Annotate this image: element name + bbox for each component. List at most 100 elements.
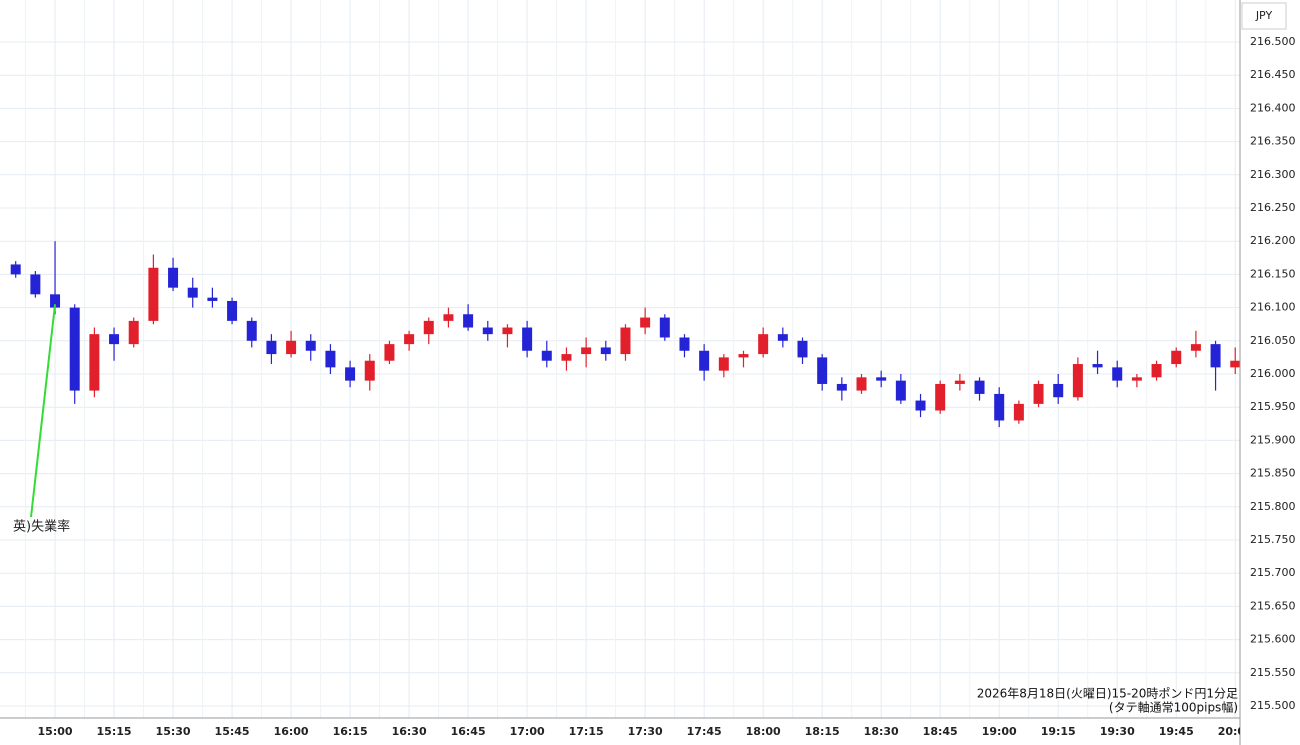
y-tick-label: 215.500	[1250, 699, 1296, 712]
y-tick-label: 216.100	[1250, 301, 1296, 314]
candle-body	[541, 350, 552, 361]
candle-body	[1033, 383, 1044, 404]
x-tick-label: 17:45	[687, 725, 722, 738]
candle-body	[994, 393, 1005, 421]
candle-body	[187, 287, 198, 298]
candle-body	[954, 380, 965, 384]
y-tick-label: 216.200	[1250, 234, 1296, 247]
candle-body	[50, 294, 61, 308]
candle-body	[1230, 360, 1240, 368]
unit-box	[1241, 2, 1287, 30]
candle-body	[758, 334, 769, 355]
candle-body	[1131, 377, 1142, 381]
annotation: 英)失業率	[13, 519, 70, 535]
grid	[0, 0, 1240, 718]
x-tick-label: 19:15	[1041, 725, 1076, 738]
candle-body	[345, 367, 356, 381]
candle-body	[738, 354, 749, 358]
x-tick-label: 19:00	[982, 725, 1017, 738]
candle-body	[10, 264, 21, 275]
candle-body	[423, 320, 434, 335]
candle-body	[836, 383, 847, 391]
x-tick-label: 16:00	[274, 725, 309, 738]
candle-body	[1190, 344, 1201, 351]
y-tick-label: 215.850	[1250, 467, 1296, 480]
candle-body	[1013, 403, 1024, 421]
candle-body	[620, 327, 631, 355]
y-tick-label: 215.750	[1250, 533, 1296, 546]
y-tick-label: 216.350	[1250, 135, 1296, 148]
candle-body	[482, 327, 493, 335]
x-tick-label: 19:45	[1159, 725, 1194, 738]
y-tick-label: 216.400	[1250, 101, 1296, 114]
x-tick-label: 18:30	[864, 725, 899, 738]
candle-body	[404, 334, 415, 345]
axis-unit: JPY	[1255, 9, 1273, 22]
candle-body	[659, 317, 670, 338]
candle-body	[1092, 364, 1103, 368]
candle-body	[128, 320, 139, 345]
x-tick-label: 16:15	[333, 725, 368, 738]
y-tick-label: 216.450	[1250, 68, 1296, 81]
candle-body	[1072, 364, 1083, 398]
candle-body	[30, 274, 41, 295]
candle-body	[699, 350, 710, 371]
x-tick-label: 18:45	[923, 725, 958, 738]
x-tick-label: 17:15	[569, 725, 604, 738]
candle-body	[1053, 383, 1064, 398]
x-tick-label: 20:00	[1218, 725, 1253, 738]
y-tick-label: 215.550	[1250, 666, 1296, 679]
candle-body	[246, 320, 257, 341]
candle-body	[974, 380, 985, 394]
x-tick-label: 16:45	[451, 725, 486, 738]
x-tick-label: 16:30	[392, 725, 427, 738]
candle-body	[89, 334, 100, 391]
candle-body	[777, 334, 788, 341]
candle-body	[935, 383, 946, 411]
candle-body	[600, 347, 611, 355]
x-tick-label: 15:30	[156, 725, 191, 738]
candle-body	[895, 380, 906, 401]
candle-body	[1151, 364, 1162, 378]
y-tick-label: 216.300	[1250, 168, 1296, 181]
y-tick-label: 215.800	[1250, 500, 1296, 513]
y-tick-label: 215.700	[1250, 566, 1296, 579]
y-tick-label: 215.900	[1250, 433, 1296, 446]
candle-body	[286, 340, 297, 355]
candle-body	[561, 354, 572, 361]
y-tick-label: 216.500	[1250, 35, 1296, 48]
y-tick-label: 215.600	[1250, 633, 1296, 646]
y-tick-label: 215.950	[1250, 400, 1296, 413]
x-tick-label: 17:30	[628, 725, 663, 738]
candle-body	[207, 297, 218, 301]
footnote: 2026年8月18日(火曜日)15-20時ポンド円1分足	[977, 687, 1238, 701]
candle-body	[1171, 350, 1182, 365]
candle-body	[463, 314, 474, 328]
candle-body	[364, 360, 375, 381]
candle-body	[168, 267, 179, 288]
y-tick-label: 216.050	[1250, 334, 1296, 347]
candle-body	[266, 340, 277, 355]
x-tick-label: 17:00	[510, 725, 545, 738]
y-tick-label: 215.650	[1250, 599, 1296, 612]
x-tick-label: 19:30	[1100, 725, 1135, 738]
x-tick-label: 18:00	[746, 725, 781, 738]
candle-body	[797, 340, 808, 358]
candle-body	[522, 327, 533, 351]
candle-body	[640, 317, 651, 328]
candle-body	[817, 357, 828, 384]
x-tick-label: 18:15	[805, 725, 840, 738]
y-tick-label: 216.250	[1250, 201, 1296, 214]
candle-body	[856, 377, 867, 391]
candle-body	[443, 314, 454, 321]
y-tick-label: 216.000	[1250, 367, 1296, 380]
candle-body	[1112, 367, 1123, 381]
candle-body	[109, 334, 120, 345]
candle-body	[502, 327, 513, 335]
candle-body	[718, 357, 729, 371]
annotation-line	[30, 304, 57, 518]
candle-body	[1210, 344, 1221, 368]
y-tick-label: 216.150	[1250, 267, 1296, 280]
candle-body	[915, 400, 926, 411]
